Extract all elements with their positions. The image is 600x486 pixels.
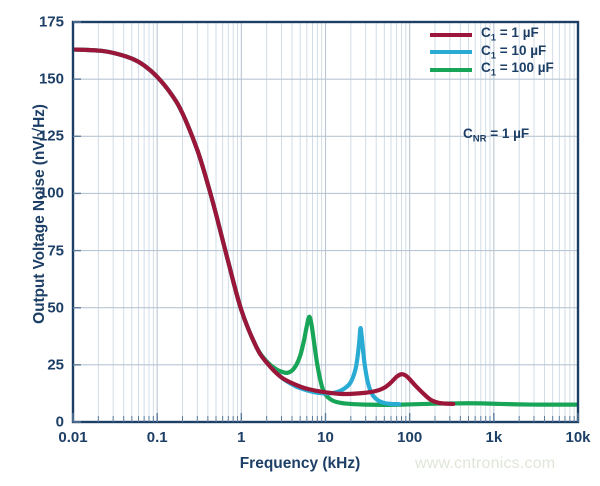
y-tick-label: 0 (55, 413, 64, 431)
x-tick-label: 10 (317, 429, 334, 446)
x-tick-label: 1k (485, 429, 503, 446)
axis-tick-marks (72, 21, 579, 423)
y-tick-label: 75 (47, 242, 64, 260)
x-tick-label: 10k (565, 429, 591, 446)
annotation-cnr: CNR = 1 µF (463, 126, 530, 145)
y-tick-label: 25 (47, 356, 64, 374)
legend-label: C1 = 1 µF (481, 25, 539, 45)
legend-label: C1 = 10 µF (481, 42, 547, 62)
legend-label: C1 = 100 µF (481, 60, 554, 80)
watermark: www.cntronics.com (415, 455, 555, 473)
legend-item: C1 = 10 µF (430, 42, 554, 62)
x-tick-label: 100 (397, 429, 423, 446)
data-curves (73, 47, 578, 407)
grid-major-lines (73, 78, 578, 366)
legend-color-swatch (430, 50, 472, 55)
x-tick-label: 0.01 (58, 429, 88, 446)
legend-item: C1 = 100 µF (430, 60, 554, 80)
legend-item: C1 = 1 µF (430, 25, 554, 45)
y-tick-label: 150 (38, 70, 64, 88)
y-tick-label: 175 (38, 13, 64, 31)
y-tick-label: 100 (38, 184, 64, 202)
x-axis-title: Frequency (kHz) (0, 455, 600, 473)
legend-color-swatch (430, 67, 472, 72)
x-tick-label: 0.1 (146, 429, 168, 446)
x-axis-title-text: Frequency (kHz) (239, 455, 361, 472)
x-axis-ticks: 0.01 0.1 1 10 100 1k 10k (0, 429, 600, 453)
legend-color-swatch (430, 32, 472, 37)
y-tick-label: 125 (38, 127, 64, 145)
x-tick-label: 1 (237, 429, 246, 446)
watermark-text: www.cntronics.com (415, 455, 556, 472)
series-line (73, 47, 456, 407)
y-tick-label: 50 (47, 299, 64, 317)
chart-legend: C1 = 1 µF C1 = 10 µF C1 = 100 µF (430, 25, 554, 80)
y-axis-ticks: 0 25 50 75 100 125 150 175 (6, 0, 64, 486)
